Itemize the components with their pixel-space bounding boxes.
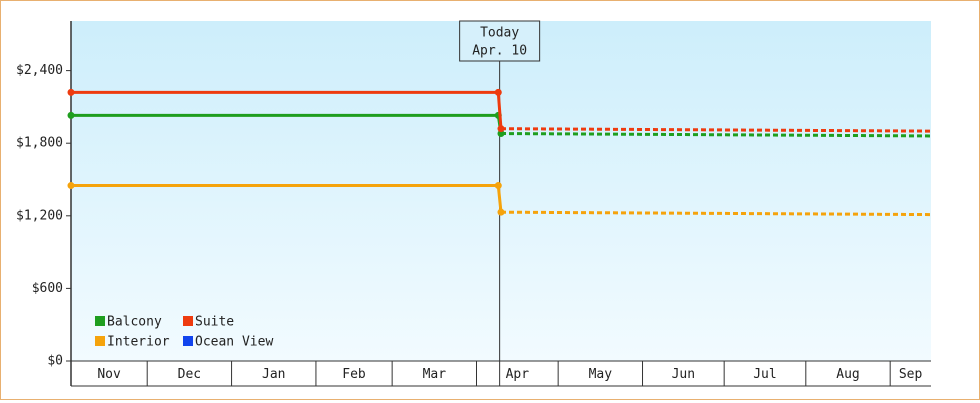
legend-swatch: [95, 336, 105, 346]
today-box: [459, 20, 541, 62]
legend-swatch: [183, 336, 193, 346]
price-point: [67, 182, 75, 190]
x-tick-label: Aug: [836, 367, 859, 382]
y-tick-label: $1,200: [16, 208, 63, 223]
x-tick-label: Nov: [97, 367, 121, 382]
price-point: [497, 208, 505, 216]
x-tick-label: May: [589, 367, 613, 382]
legend-label: Interior: [107, 335, 170, 350]
legend-swatch: [183, 316, 193, 326]
price-point: [67, 88, 75, 96]
price-point: [67, 111, 75, 119]
today-date: Apr. 10: [472, 44, 527, 59]
legend-label: Ocean View: [195, 335, 273, 350]
legend-label: Balcony: [107, 315, 162, 330]
price-point: [494, 88, 502, 96]
x-tick-label: Apr: [506, 367, 530, 382]
price-point: [497, 125, 505, 133]
x-tick-label: Feb: [342, 367, 366, 382]
x-tick-label: Mar: [423, 367, 447, 382]
y-tick-label: $2,400: [16, 63, 63, 78]
y-tick-label: $600: [32, 281, 63, 296]
today-label: Today: [480, 26, 519, 41]
y-tick-label: $0: [47, 354, 63, 369]
x-tick-label: Jul: [753, 367, 776, 382]
x-tick-label: Dec: [178, 367, 201, 382]
y-tick-label: $1,800: [16, 136, 63, 151]
x-tick-label: Jun: [672, 367, 695, 382]
price-point: [497, 130, 505, 138]
legend-label: Suite: [195, 315, 234, 330]
x-tick-label: Jan: [262, 367, 285, 382]
legend-swatch: [95, 316, 105, 326]
x-tick-label: Sep: [899, 367, 923, 382]
price-point: [494, 182, 502, 190]
plot-background: [71, 21, 931, 361]
